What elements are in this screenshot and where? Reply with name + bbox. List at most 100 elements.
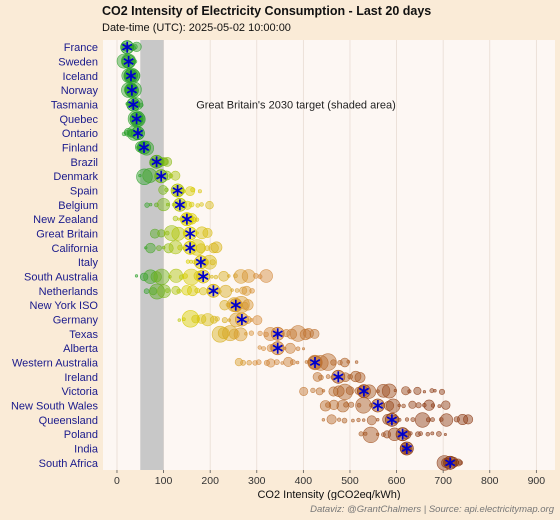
history-point <box>343 402 349 408</box>
history-point <box>145 242 156 254</box>
history-point <box>205 201 214 210</box>
history-point <box>240 359 246 366</box>
region-label: Brazil <box>70 157 98 169</box>
history-point <box>252 315 263 326</box>
history-point <box>410 417 416 422</box>
history-point <box>430 403 436 408</box>
region-label: Ontario <box>62 128 98 140</box>
region-label: Norway <box>61 85 99 97</box>
current-marker <box>272 342 283 354</box>
history-point <box>221 317 228 324</box>
current-marker <box>132 127 144 139</box>
history-point <box>134 274 139 278</box>
history-point <box>325 374 331 379</box>
current-marker <box>236 314 248 325</box>
history-point <box>341 417 348 424</box>
history-point <box>227 274 231 278</box>
current-marker <box>128 99 139 110</box>
history-point <box>336 383 354 401</box>
history-point <box>143 269 158 284</box>
history-point <box>176 288 182 294</box>
history-point <box>162 156 173 167</box>
history-point <box>283 356 294 367</box>
region-label: Netherlands <box>39 286 99 298</box>
history-point <box>136 168 153 186</box>
history-point <box>181 285 192 296</box>
history-point <box>312 372 323 382</box>
x-axis-title: CO2 Intensity (gCO2eq/kWh) <box>257 489 400 500</box>
x-tick-label: 0 <box>114 475 120 487</box>
history-point <box>429 388 435 394</box>
history-point <box>199 287 208 296</box>
history-point <box>457 460 463 466</box>
history-point <box>210 241 223 254</box>
history-point <box>218 270 229 282</box>
history-point <box>413 386 422 395</box>
history-point <box>337 417 342 422</box>
history-point <box>376 432 380 436</box>
history-point <box>309 328 320 339</box>
history-point <box>248 330 254 336</box>
history-point <box>393 388 397 393</box>
history-point <box>273 359 280 365</box>
current-marker <box>309 357 321 368</box>
history-point <box>289 359 296 366</box>
history-point <box>209 315 218 324</box>
history-point <box>177 318 182 322</box>
history-point <box>241 269 256 283</box>
history-point <box>418 431 423 436</box>
history-point <box>255 359 262 366</box>
target-band <box>140 40 164 470</box>
source-caption: Dataviz: @GrantChalmers | Source: api.el… <box>310 504 554 515</box>
current-marker <box>372 400 384 411</box>
history-point <box>233 269 249 284</box>
history-point <box>214 316 220 322</box>
history-point <box>190 187 196 193</box>
current-marker <box>208 285 219 297</box>
history-point <box>210 274 214 279</box>
region-label: Italy <box>78 257 99 269</box>
history-point <box>163 243 174 254</box>
history-point <box>164 230 170 236</box>
current-marker <box>197 271 209 282</box>
history-point <box>157 284 171 299</box>
history-point <box>199 202 204 207</box>
history-point <box>299 386 309 396</box>
region-label: Tasmania <box>51 100 99 112</box>
history-point <box>194 287 200 294</box>
history-point <box>195 217 200 222</box>
current-marker <box>195 256 207 268</box>
history-point <box>355 397 372 414</box>
history-point <box>425 432 430 437</box>
history-point <box>189 259 194 264</box>
region-label: Quebec <box>59 114 98 126</box>
region-label: Denmark <box>53 171 98 183</box>
current-marker <box>181 213 193 225</box>
history-point <box>139 272 149 282</box>
current-marker <box>358 385 370 397</box>
history-point <box>401 403 406 409</box>
history-point <box>213 274 219 280</box>
history-point <box>257 345 262 350</box>
history-point <box>346 359 351 364</box>
history-point <box>284 342 296 354</box>
history-point <box>397 403 401 408</box>
current-marker <box>151 156 162 168</box>
history-point <box>144 202 150 208</box>
history-point <box>356 402 362 408</box>
history-point <box>261 346 266 351</box>
current-marker <box>230 299 242 311</box>
history-point <box>436 431 442 437</box>
history-point <box>321 389 326 393</box>
region-label: Great Britain <box>36 229 98 241</box>
history-point <box>246 360 252 366</box>
history-point <box>148 202 153 207</box>
current-marker <box>125 70 137 82</box>
region-label: Texas <box>69 329 98 341</box>
region-label: France <box>64 42 98 54</box>
history-point <box>345 386 355 395</box>
x-tick-label: 100 <box>155 475 173 487</box>
history-point <box>244 332 248 336</box>
history-point <box>219 284 233 298</box>
region-label: New South Wales <box>11 401 99 413</box>
